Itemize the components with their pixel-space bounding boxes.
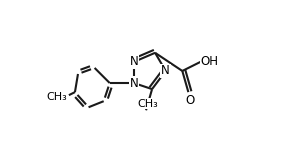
Text: N: N <box>130 77 138 89</box>
Text: OH: OH <box>200 55 219 68</box>
Text: O: O <box>185 94 194 107</box>
Text: N: N <box>130 55 138 68</box>
Text: N: N <box>161 65 170 77</box>
Text: CH₃: CH₃ <box>137 99 158 109</box>
Text: CH₃: CH₃ <box>47 92 67 102</box>
